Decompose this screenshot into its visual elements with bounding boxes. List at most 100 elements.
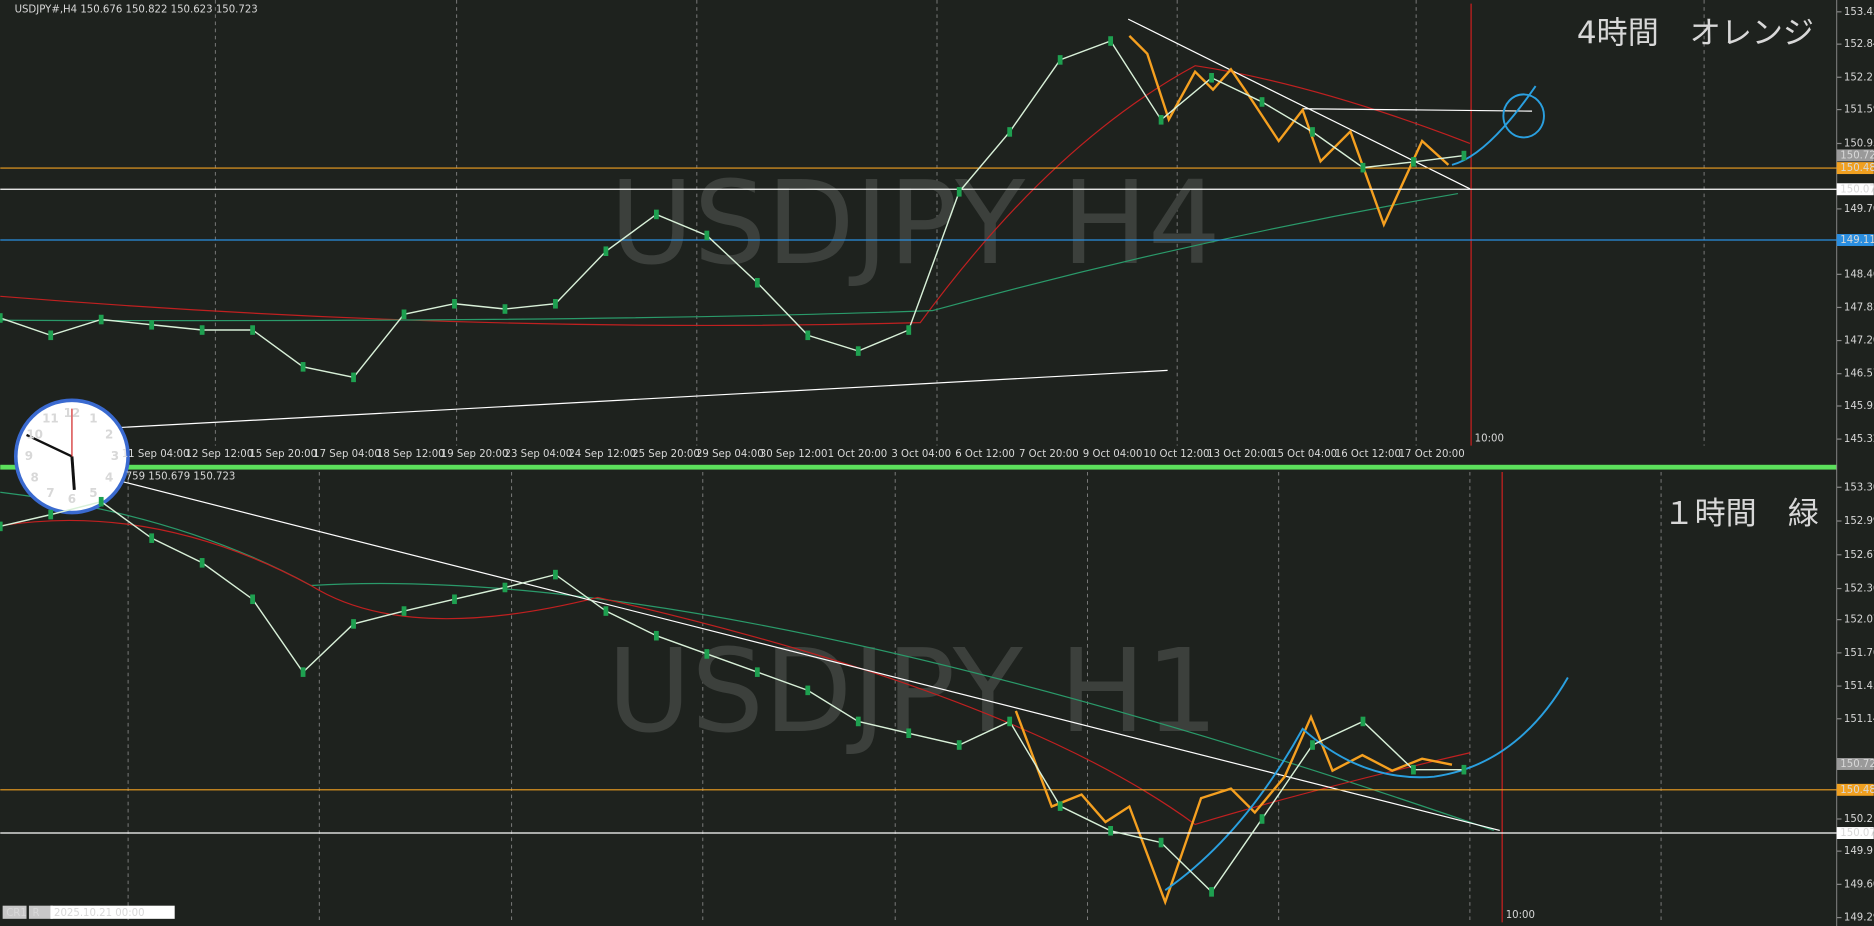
candle [906, 325, 912, 335]
candle [1411, 764, 1416, 775]
y-tick-label: 146.570 [1844, 369, 1874, 380]
y-tick-label: 152.675 [1844, 550, 1874, 561]
cursor-time: 10:00 [1475, 434, 1504, 445]
price-tag [1836, 149, 1874, 162]
clock-number: 2 [105, 427, 113, 441]
clock-number: 3 [111, 449, 119, 463]
candle [603, 246, 609, 256]
projection [1451, 85, 1537, 166]
candle [855, 716, 861, 727]
x-tick-label: 17 Sep 04:00 [313, 449, 381, 460]
candle [956, 740, 962, 750]
watermark: USDJPY H1 [607, 626, 1218, 759]
clock-number: 7 [46, 486, 54, 500]
candle [1057, 801, 1063, 811]
candle [653, 209, 659, 220]
y-tick-label: 145.955 [1844, 401, 1874, 412]
candle [754, 667, 760, 677]
y-tick-label: 147.830 [1844, 302, 1874, 313]
candle [704, 230, 710, 241]
y-tick-label: 153.305 [1844, 482, 1874, 493]
x-tick-label: 23 Sep 04:00 [505, 449, 573, 460]
candle [956, 187, 962, 197]
ma-green [0, 192, 1459, 322]
candle [452, 298, 457, 309]
y-tick-label: 152.360 [1844, 584, 1874, 595]
candle [1310, 740, 1315, 750]
candle [401, 606, 407, 616]
x-tick-label: 11 Sep 04:00 [122, 449, 190, 460]
time-tag [1503, 908, 1537, 922]
button-label[interactable]: CR1 [6, 908, 27, 919]
clock-number: 8 [31, 470, 39, 484]
x-tick-label: 9 Oct 04:00 [1083, 449, 1143, 460]
candle [1411, 157, 1416, 167]
candle [48, 330, 54, 341]
x-tick-label: 24 Sep 12:00 [568, 449, 636, 460]
y-tick-label: 149.600 [1844, 879, 1874, 890]
cursor-time: 10:00 [1506, 910, 1535, 921]
candle [1259, 814, 1265, 824]
time-tag [1472, 431, 1506, 445]
candle [855, 346, 861, 356]
candle [300, 362, 306, 372]
price-tag-label: 149.113 [1840, 235, 1874, 246]
button[interactable] [2, 905, 27, 919]
candle [805, 685, 811, 696]
x-tick-label: 15 Oct 04:00 [1271, 449, 1337, 460]
price-tag [1836, 758, 1874, 770]
ma-red [0, 519, 1471, 826]
candle [0, 521, 3, 532]
candle [1461, 150, 1467, 161]
ma-green [0, 491, 1494, 831]
candle [1057, 55, 1063, 65]
panel-separator [0, 464, 1837, 470]
circle-mark [1502, 93, 1545, 139]
price-tag-label: 150.079 [1840, 184, 1874, 195]
candle [401, 309, 407, 320]
ma-red [0, 65, 1471, 327]
candle [300, 667, 306, 677]
candle [351, 619, 356, 629]
candle [0, 313, 3, 323]
candle [603, 606, 609, 616]
x-tick-label: 18 Sep 12:00 [377, 449, 445, 460]
price-line [0, 500, 1464, 893]
chart-header: 759 150.679 150.723 [126, 472, 236, 483]
clock-number: 10 [26, 427, 43, 441]
projection [1164, 676, 1569, 891]
price-tag-label: 150.723 [1840, 759, 1874, 770]
x-tick-label: 25 Sep 20:00 [632, 449, 700, 460]
candle [48, 509, 54, 520]
candle [1108, 825, 1114, 836]
candle [502, 304, 508, 314]
candle [754, 277, 760, 288]
candle [1259, 97, 1265, 107]
candle [1108, 36, 1114, 46]
y-tick-label: 149.705 [1844, 204, 1874, 215]
candle [1007, 127, 1013, 137]
price-tag-label: 150.482 [1840, 163, 1874, 174]
candle [1360, 162, 1366, 173]
annotation: １時間 緑 [1664, 496, 1819, 532]
candle [1158, 115, 1164, 125]
clock-number: 12 [64, 406, 81, 420]
candle [1310, 127, 1315, 137]
price-tag [1836, 783, 1874, 796]
candle [704, 649, 710, 659]
button-label[interactable]: R [33, 908, 40, 919]
x-tick-label: 3 Oct 04:00 [891, 449, 951, 460]
price-tag [1836, 827, 1874, 839]
y-tick-label: 152.210 [1844, 72, 1874, 83]
candle [1158, 837, 1164, 848]
y-tick-label: 152.070 [1844, 615, 1874, 626]
clock-number: 4 [105, 470, 113, 484]
grid [127, 0, 1705, 923]
candle [250, 325, 255, 335]
button[interactable] [28, 905, 53, 919]
candle [250, 594, 255, 605]
trendline [1302, 108, 1533, 112]
candle [199, 558, 205, 568]
x-tick-label: 13 Oct 20:00 [1207, 449, 1273, 460]
candle [1007, 716, 1013, 727]
